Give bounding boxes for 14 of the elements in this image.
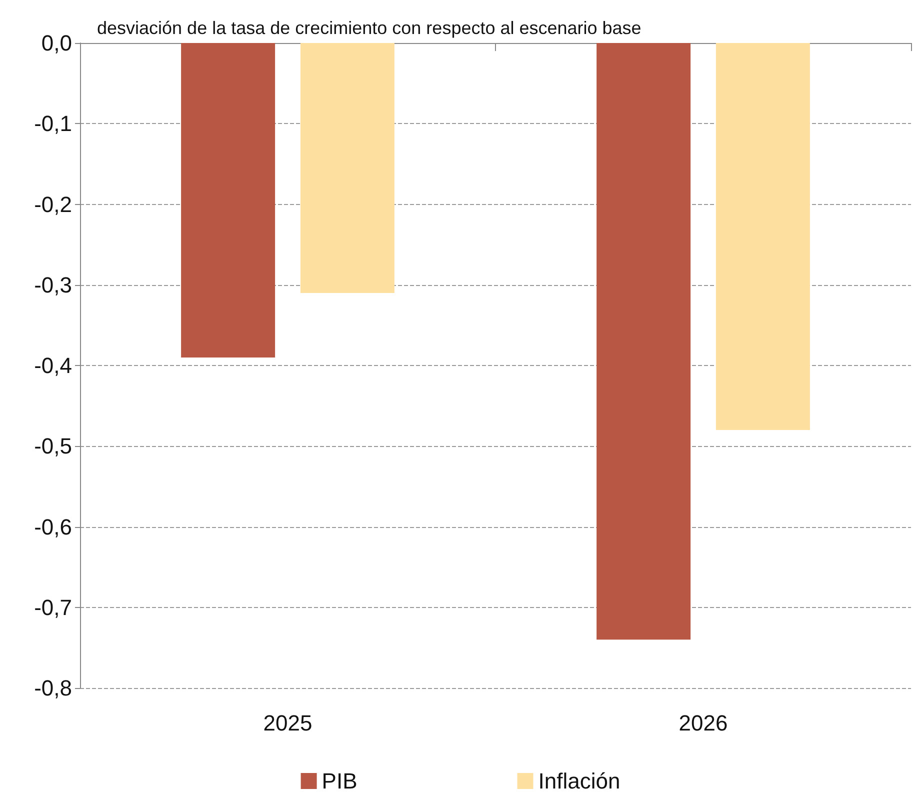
legend-label: PIB [322, 768, 358, 794]
y-tick-label: -0,5 [34, 434, 72, 459]
y-tick-label: -0,8 [34, 676, 72, 700]
legend-label: Inflación [538, 768, 620, 794]
y-tick-label: -0,6 [34, 514, 72, 540]
y-tick-label: -0,7 [34, 594, 72, 620]
y-tick-label: -0,2 [34, 192, 72, 217]
chart-title: desviación de la tasa de crecimiento con respecto al escenario base [97, 18, 642, 38]
y-tick-label: -0,1 [34, 111, 72, 136]
x-tick-label: 2025 [263, 710, 312, 736]
y-tick-label: 0,0 [41, 30, 72, 56]
y-tick-label: -0,3 [34, 272, 72, 298]
x-tick-label: 2026 [678, 710, 728, 736]
y-tick-label: -0,4 [34, 353, 72, 378]
